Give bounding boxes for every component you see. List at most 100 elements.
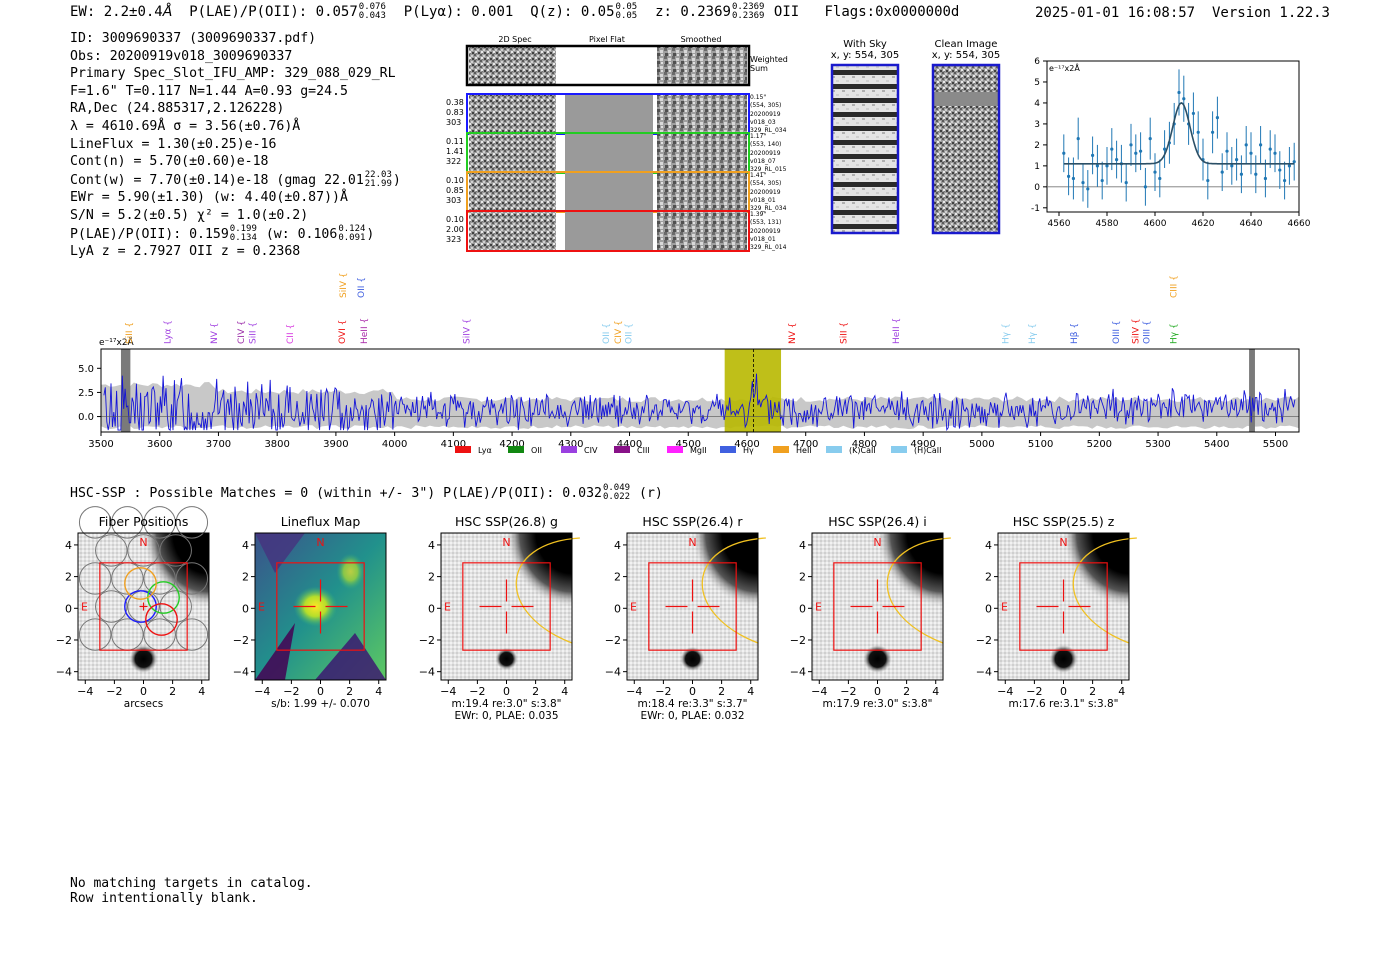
spectrum-xtick-label: 5100 xyxy=(1028,439,1053,450)
detection-info: ID: 3009690337 (3009690337.pdf) Obs: 202… xyxy=(70,30,401,261)
aperture-box xyxy=(99,562,188,651)
plya-label: P(Lyα): xyxy=(403,4,463,20)
panel-title: HSC SSP(25.5) z xyxy=(1013,514,1115,529)
fit-point xyxy=(1206,178,1210,183)
spectrum-xtick-label: 4400 xyxy=(617,439,642,450)
fit-point xyxy=(1148,136,1152,141)
legend-swatch xyxy=(891,446,907,453)
fit-point xyxy=(1239,172,1243,176)
fiber-circle xyxy=(159,590,192,623)
fiber-2d-spec xyxy=(469,95,556,133)
info-ewr: EWr = 5.90(±1.30) (w: 4.40(±0.87))Å xyxy=(70,190,348,206)
spectrum-xtick-label: 4200 xyxy=(499,439,524,450)
star xyxy=(129,644,158,673)
fiber-n: 303 xyxy=(446,196,461,205)
spectrum-xtick-label: 3700 xyxy=(206,439,231,450)
map-low-region xyxy=(255,623,295,680)
spectrum-flux-line xyxy=(103,373,1296,432)
aperture-box xyxy=(648,562,737,651)
panel-xtick-label: −2 xyxy=(1026,685,1042,698)
spectrum-xtick-label: 5400 xyxy=(1204,439,1229,450)
aperture-box xyxy=(462,562,551,651)
panel-xtick-label: 0 xyxy=(874,685,881,698)
footer-line2: Row intentionally blank. xyxy=(70,891,258,906)
fit-point xyxy=(1143,185,1147,189)
clean-image xyxy=(933,65,999,233)
fiber-date: 20200919 xyxy=(750,189,781,196)
panel-xtick-label: 0 xyxy=(689,685,696,698)
legend-label: HeII xyxy=(796,446,812,455)
spectrum-line-label: OII { xyxy=(357,277,367,298)
fit-ytick-label: 6 xyxy=(1034,57,1040,67)
spectrum-line-label: Hγ { xyxy=(1001,323,1011,344)
fit-point xyxy=(1110,147,1114,151)
z-lo: 0.2369 xyxy=(731,11,765,21)
panel-xlabel: m:18.4 re:3.3" s:3.7" xyxy=(638,698,748,710)
info-plae-hi: 0.199 xyxy=(229,223,257,234)
fit-ytick-label: 4 xyxy=(1034,99,1040,109)
legend-label: (K)CaII xyxy=(849,446,876,455)
fit-point xyxy=(1254,172,1258,176)
imaging-panel: N E 4 2 0 −2 −4 −4 −2 0 2 4 HSC SSP(26.4) i m:17.9 re… xyxy=(790,514,951,710)
spectrum-xtick-label: 5500 xyxy=(1263,439,1288,450)
fiber-amp: 329_RL_015 xyxy=(750,166,787,173)
fiber-row-frame xyxy=(466,210,750,252)
fiber-smoothed xyxy=(657,134,747,172)
spectrum-line-label: Hγ { xyxy=(1169,323,1179,344)
info-plae: P(LAE)/P(OII): 0.159 xyxy=(70,226,229,242)
fiber-2d-spec xyxy=(469,134,556,172)
panel-ytick-label: 0 xyxy=(242,602,249,615)
legend-swatch xyxy=(614,446,630,453)
fit-point xyxy=(1163,147,1167,151)
spectrum-line-label: CIV { xyxy=(237,320,247,344)
col-2d-spec: 2D Spec xyxy=(498,35,531,44)
fit-point xyxy=(1278,168,1282,172)
legend-swatch xyxy=(773,446,789,453)
fiber-amp: 329_RL_034 xyxy=(750,127,787,134)
spectrum-line-label: Hβ { xyxy=(1070,323,1080,344)
qz-lo: 0.05 xyxy=(615,11,638,21)
weighted-label: Weighted xyxy=(750,55,788,64)
galaxy-ellipse xyxy=(701,537,766,644)
fit-point xyxy=(1062,151,1066,155)
fit-point xyxy=(1139,149,1143,153)
panel-ytick-label: 2 xyxy=(242,571,249,584)
spectrum-line-label: Hγ { xyxy=(1028,323,1038,344)
fiber-n: 303 xyxy=(446,118,461,127)
panel-xtick-label: −2 xyxy=(840,685,856,698)
header-datetime-version: 2025-01-01 16:08:57 Version 1.22.3 xyxy=(1035,5,1330,21)
fit-point xyxy=(1100,178,1104,183)
fiber-smoothed xyxy=(657,173,747,211)
fiber-circle xyxy=(78,562,112,595)
plya-value: 0.001 xyxy=(471,4,514,20)
info-plae-w-lo: 0.091 xyxy=(338,232,366,243)
panel-ytick-label: 0 xyxy=(985,602,992,615)
fit-point xyxy=(1177,90,1181,95)
spectrum-line-label: SiII { xyxy=(839,322,849,344)
panel-ytick-label: 0 xyxy=(799,602,806,615)
aperture-box xyxy=(1019,562,1108,651)
info-plae-w-hi: 0.124 xyxy=(338,223,366,234)
panel-xtick-label: 4 xyxy=(747,685,754,698)
fiber-xy: (554, 305) xyxy=(750,180,781,187)
col-smoothed: Smoothed xyxy=(681,35,722,44)
spectrum-xtick-label: 3600 xyxy=(147,439,172,450)
panel-xtick-label: 0 xyxy=(317,685,324,698)
fiber-circle-4 xyxy=(145,603,178,636)
cutout-headers: 2D Spec Pixel Flat Smoothed xyxy=(498,35,721,44)
fit-ytick-label: 3 xyxy=(1034,120,1040,130)
panel-xtick-label: 2 xyxy=(532,685,539,698)
fit-ytick-label: 1 xyxy=(1034,162,1040,172)
aperture-box xyxy=(276,562,365,651)
clean-title: Clean Image xyxy=(935,39,998,50)
panel-xtick-label: 2 xyxy=(169,685,176,698)
north-label: N xyxy=(1059,536,1067,549)
fiber-weight: 0.10 xyxy=(446,215,464,224)
fiber-circle xyxy=(95,590,128,623)
panel-ytick-label: −2 xyxy=(419,634,435,647)
legend-label: Lyα xyxy=(478,446,492,455)
fiber-date: 20200919 xyxy=(750,150,781,157)
spectrum-xtick-label: 5300 xyxy=(1145,439,1170,450)
fit-point xyxy=(1196,130,1200,134)
